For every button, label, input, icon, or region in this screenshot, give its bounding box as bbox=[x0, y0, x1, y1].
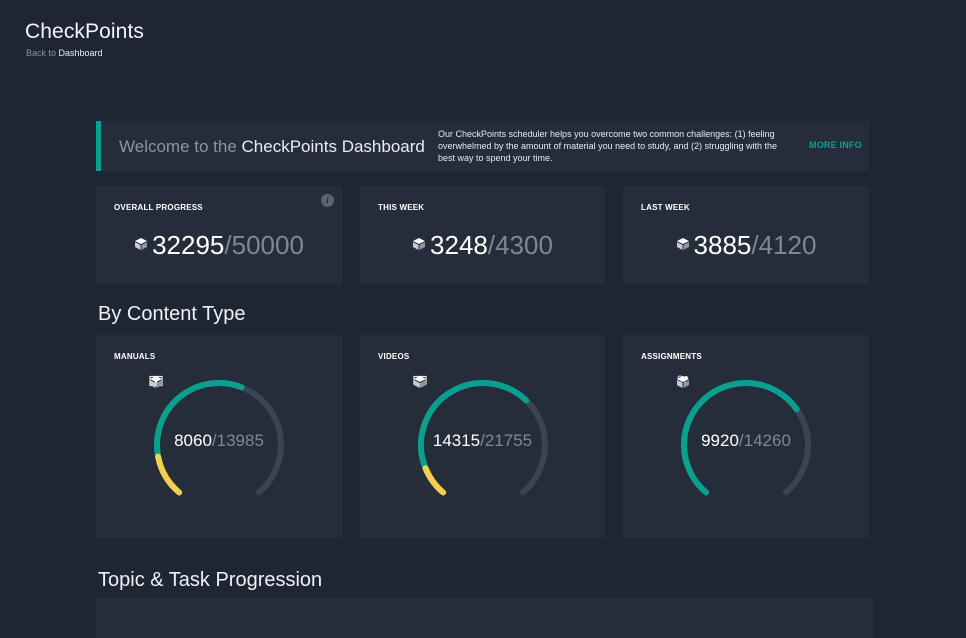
progress-ring: 14315/21755 bbox=[412, 375, 553, 515]
cube-icon bbox=[676, 238, 689, 251]
breadcrumb-dashboard-link[interactable]: Dashboard bbox=[58, 48, 103, 58]
ring-number: 9920 bbox=[701, 431, 739, 450]
ring-svg bbox=[154, 380, 284, 496]
stat-number: 3248 bbox=[430, 230, 488, 260]
topic-section-title: Topic & Task Progression bbox=[98, 569, 323, 591]
stat-value: 32295/50000 bbox=[96, 230, 342, 261]
ring-completed-arc bbox=[417, 380, 529, 472]
progress-ring: 9920/14260 bbox=[676, 375, 816, 515]
ring-total: /21755 bbox=[480, 431, 533, 450]
ring-number: 8060 bbox=[174, 431, 212, 450]
card-label: MANUALS bbox=[114, 352, 156, 361]
this-week-card: THIS WEEK 3248/4300 bbox=[360, 186, 605, 285]
content-type-title: By Content Type bbox=[98, 303, 246, 325]
ring-total: /14260 bbox=[738, 431, 791, 450]
ring-value: 14315/21755 bbox=[413, 431, 553, 451]
cube-icon bbox=[150, 376, 162, 388]
ring-completed-arc bbox=[681, 380, 800, 496]
stat-total: /4120 bbox=[751, 230, 817, 260]
cube-icon bbox=[677, 376, 689, 388]
breadcrumb: Back to Dashboard bbox=[26, 48, 103, 58]
app-title: CheckPoints bbox=[25, 20, 144, 43]
stat-value: 3885/4120 bbox=[623, 230, 869, 261]
card-label: VIDEOS bbox=[378, 352, 410, 361]
ring-svg bbox=[417, 380, 548, 496]
welcome-description: Our CheckPoints scheduler helps you over… bbox=[438, 129, 778, 163]
overall-progress-card: OVERALL PROGRESS i 32295/50000 bbox=[96, 186, 342, 285]
last-week-card: LAST WEEK 3885/4120 bbox=[623, 186, 869, 285]
stat-label: THIS WEEK bbox=[378, 203, 425, 212]
ring-total: /13985 bbox=[211, 431, 264, 450]
ring-overdue-arc bbox=[422, 465, 446, 496]
more-info-link[interactable]: MORE INFO bbox=[809, 140, 862, 150]
stat-label: LAST WEEK bbox=[641, 203, 690, 212]
stat-label: OVERALL PROGRESS bbox=[114, 203, 203, 212]
welcome-prefix: Welcome to the bbox=[119, 137, 237, 156]
welcome-banner: Welcome to the CheckPoints Dashboard Our… bbox=[96, 121, 869, 171]
welcome-strong: CheckPoints Dashboard bbox=[241, 137, 425, 156]
stat-total: /50000 bbox=[224, 230, 304, 260]
ring-svg bbox=[681, 380, 811, 496]
stat-number: 32295 bbox=[152, 230, 225, 260]
cube-icon bbox=[135, 238, 148, 251]
ring-number: 14315 bbox=[432, 431, 481, 450]
topic-progression-panel bbox=[96, 598, 873, 638]
ring-value: 9920/14260 bbox=[676, 431, 816, 451]
card-label: ASSIGNMENTS bbox=[641, 352, 702, 361]
info-icon[interactable]: i bbox=[321, 194, 334, 207]
ring-overdue-arc bbox=[155, 453, 183, 496]
stat-number: 3885 bbox=[693, 230, 752, 260]
ring-completed-arc bbox=[154, 380, 245, 460]
stat-total: /4300 bbox=[487, 230, 553, 260]
ring-value: 8060/13985 bbox=[149, 431, 289, 451]
progress-ring: 8060/13985 bbox=[149, 375, 289, 515]
videos-card: VIDEOS 14315/21755 bbox=[360, 335, 605, 538]
cube-icon bbox=[413, 376, 426, 388]
cube-icon bbox=[413, 238, 426, 251]
manuals-card: MANUALS 8060/13985 bbox=[96, 335, 342, 538]
welcome-headline: Welcome to the CheckPoints Dashboard bbox=[119, 137, 425, 157]
assignments-card: ASSIGNMENTS 9920/14260 bbox=[623, 335, 869, 538]
breadcrumb-prefix: Back to bbox=[26, 48, 57, 58]
stat-value: 3248/4300 bbox=[360, 230, 605, 261]
